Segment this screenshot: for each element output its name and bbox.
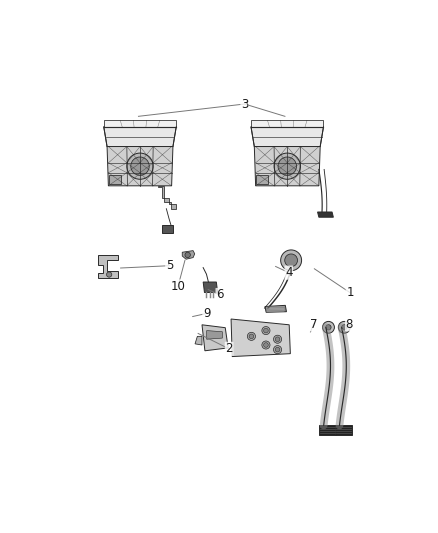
Polygon shape [104, 127, 176, 147]
Text: 10: 10 [170, 280, 185, 293]
Circle shape [326, 325, 331, 330]
Circle shape [131, 157, 149, 175]
Text: 5: 5 [166, 259, 173, 272]
Polygon shape [318, 212, 333, 217]
Polygon shape [251, 120, 324, 127]
Bar [162, 225, 173, 233]
Polygon shape [98, 255, 118, 278]
Polygon shape [182, 251, 195, 259]
Text: 9: 9 [203, 307, 210, 320]
Polygon shape [231, 319, 290, 357]
Circle shape [322, 321, 334, 333]
Circle shape [247, 332, 255, 341]
Text: 1: 1 [346, 286, 354, 299]
Bar [109, 175, 121, 184]
Circle shape [264, 328, 268, 333]
Circle shape [339, 321, 350, 333]
Polygon shape [104, 120, 176, 127]
Circle shape [273, 335, 282, 343]
Polygon shape [195, 336, 202, 345]
Text: 4: 4 [285, 266, 293, 279]
Circle shape [281, 250, 302, 271]
Circle shape [249, 334, 254, 338]
Polygon shape [254, 147, 320, 186]
Polygon shape [158, 186, 176, 209]
Circle shape [262, 327, 270, 335]
Text: 2: 2 [226, 342, 233, 356]
Circle shape [185, 252, 191, 257]
Circle shape [264, 343, 268, 348]
Polygon shape [203, 282, 218, 293]
Circle shape [127, 153, 153, 179]
Text: 3: 3 [241, 98, 248, 110]
Polygon shape [251, 127, 324, 147]
Circle shape [275, 337, 280, 342]
Circle shape [342, 325, 347, 330]
Polygon shape [319, 425, 336, 434]
Circle shape [274, 153, 300, 179]
Bar [256, 175, 268, 184]
Polygon shape [107, 147, 173, 186]
Circle shape [278, 157, 297, 175]
Circle shape [106, 272, 112, 277]
Circle shape [273, 345, 282, 354]
Text: 8: 8 [346, 318, 353, 330]
Polygon shape [207, 330, 223, 339]
Polygon shape [265, 305, 286, 312]
Circle shape [285, 254, 297, 266]
Text: 6: 6 [216, 288, 223, 302]
Polygon shape [202, 325, 228, 351]
Circle shape [262, 341, 270, 349]
Circle shape [275, 348, 280, 352]
Text: 7: 7 [310, 318, 318, 330]
Polygon shape [335, 425, 352, 434]
